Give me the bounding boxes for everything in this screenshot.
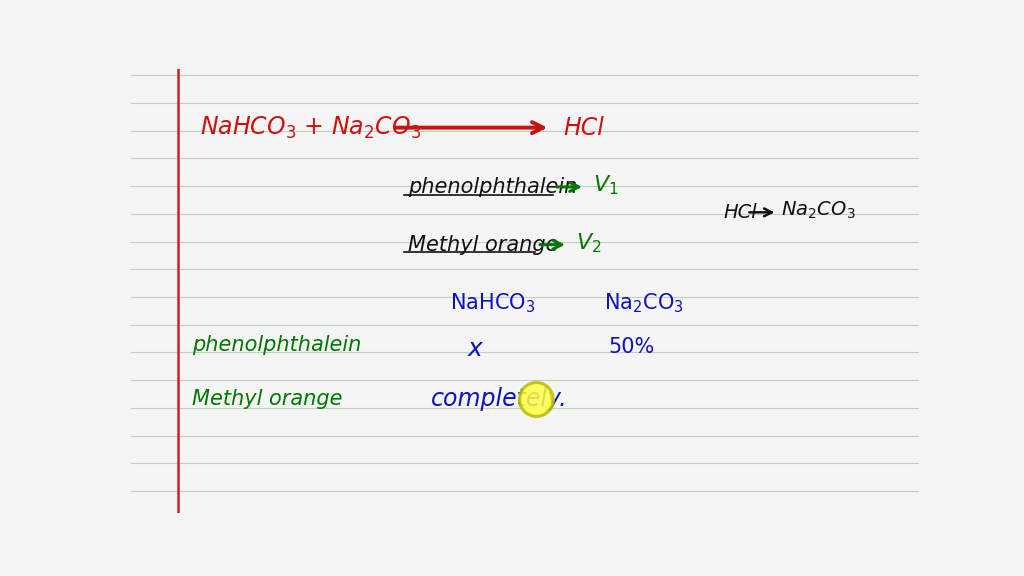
Text: Methyl orange: Methyl orange: [193, 389, 343, 409]
Text: Methyl orange: Methyl orange: [408, 234, 558, 255]
Text: HCl: HCl: [563, 116, 604, 139]
Text: phenolphthalein: phenolphthalein: [193, 335, 361, 355]
Circle shape: [519, 382, 553, 416]
Text: x: x: [468, 336, 482, 361]
Text: Na$_2$CO$_3$: Na$_2$CO$_3$: [604, 291, 684, 315]
Text: NaHCO$_3$: NaHCO$_3$: [451, 291, 536, 315]
Text: Na$_2$CO$_3$: Na$_2$CO$_3$: [781, 200, 856, 221]
Text: phenolphthalein: phenolphthalein: [408, 177, 578, 197]
Text: HCl: HCl: [724, 203, 757, 222]
Text: V$_1$: V$_1$: [593, 173, 618, 197]
Text: 50%: 50%: [608, 337, 654, 357]
Text: NaHCO$_3$ + Na$_2$CO$_3$: NaHCO$_3$ + Na$_2$CO$_3$: [200, 115, 421, 141]
Text: V$_2$: V$_2$: [575, 232, 601, 255]
Text: completely.: completely.: [431, 386, 567, 411]
